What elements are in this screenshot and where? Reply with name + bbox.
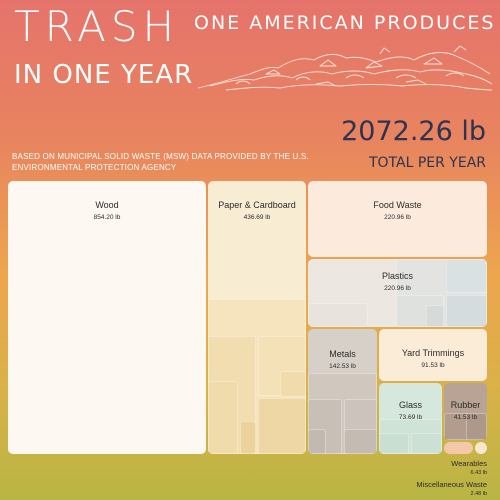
treemap-subcell: [240, 421, 256, 454]
treemap-value-rubber: 41.53 lb: [453, 414, 478, 421]
treemap-label-wearables: Wearables: [451, 459, 487, 468]
title-in-one-year: IN ONE YEAR: [14, 60, 194, 90]
treemap-cell-wood: Wood 854.20 lb: [8, 181, 206, 454]
treemap-cell-rubber: Rubber 41.53 lb: [444, 383, 487, 440]
treemap-cell-wearables: [444, 442, 473, 454]
treemap-cell-miscellaneous-waste: [475, 442, 487, 454]
treemap-value-wearables: 6.43 lb: [470, 470, 487, 476]
treemap-label-food-waste: Food Waste: [373, 200, 422, 210]
treemap-value-glass: 73.69 lb: [398, 414, 423, 421]
treemap-label-metals: Metals: [329, 349, 356, 359]
treemap-label-plastics: Plastics: [381, 271, 413, 281]
treemap-value-wood: 854.20 lb: [93, 214, 121, 221]
landfill-mountain-illustration: [197, 45, 492, 91]
treemap-value-miscellaneous-waste: 2.48 lb: [470, 491, 487, 497]
total-label: TOTAL PER YEAR: [368, 155, 486, 171]
treemap-label-yard-trimmings: Yard Trimmings: [401, 348, 465, 358]
treemap-value-paper-cardboard: 436.69 lb: [243, 214, 271, 221]
treemap-label-glass: Glass: [398, 400, 422, 410]
treemap-label-paper-cardboard: Paper & Cardboard: [218, 200, 296, 210]
treemap-cell-metals: Metals 142.53 lb: [308, 329, 377, 454]
treemap-value-metals: 142.53 lb: [329, 363, 356, 370]
treemap-subcell: [426, 305, 444, 327]
treemap-subcell: [446, 259, 487, 293]
treemap-subcell: [379, 433, 409, 454]
title-one-american-produces: ONE AMERICAN PRODUCES: [194, 12, 496, 34]
treemap-cell-glass: Glass 73.69 lb: [379, 383, 442, 454]
treemap-label-miscellaneous-waste: Miscellaneous Waste: [416, 480, 487, 489]
treemap-subcell: [280, 371, 306, 397]
treemap-value-plastics: 220.96 lb: [384, 285, 411, 292]
treemap-cell-yard-trimmings: Yard Trimmings 91.53 lb: [379, 329, 487, 381]
treemap-subcell: [446, 295, 487, 327]
source-note: BASED ON MUNICIPAL SOLID WASTE (MSW) DAT…: [12, 152, 309, 172]
total-value: 2072.26 lb: [341, 116, 486, 147]
treemap-subcell: [466, 413, 487, 440]
treemap-cell-paper-cardboard: Paper & Cardboard 436.69 lb: [208, 181, 306, 454]
treemap-subcell: [258, 398, 306, 454]
treemap-label-wood: Wood: [95, 200, 119, 210]
treemap-value-food-waste: 220.96 lb: [384, 214, 411, 221]
treemap-subcell: [208, 381, 238, 454]
treemap-subcell: [344, 429, 377, 454]
treemap-subcell: [411, 433, 442, 454]
title-trash: TRASH: [14, 2, 180, 51]
treemap-subcell: [308, 303, 368, 327]
treemap-cell-food-waste: Food Waste 220.96 lb: [308, 181, 487, 257]
treemap-cell-plastics: Plastics 220.96 lb: [308, 259, 487, 327]
treemap-subcell: [308, 429, 326, 454]
treemap-value-yard-trimmings: 91.53 lb: [421, 362, 445, 369]
treemap-label-rubber: Rubber: [450, 400, 481, 410]
